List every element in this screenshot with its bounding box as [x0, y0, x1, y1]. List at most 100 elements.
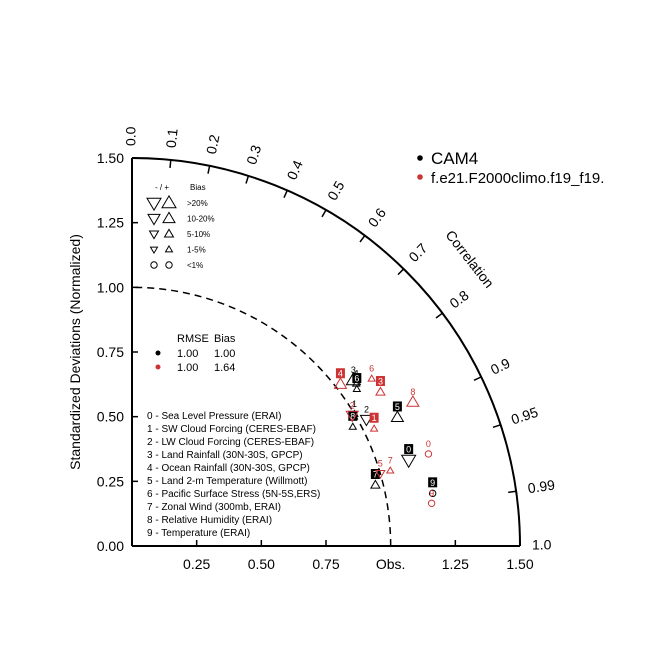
x-tick-label: 0.25	[183, 556, 210, 572]
bias-legend-marker-plus	[162, 211, 176, 224]
summary-row-bias: 1.00	[214, 348, 235, 360]
data-point-label: 8	[410, 387, 415, 397]
data-point-label: 0	[406, 445, 411, 455]
data-point: 8	[348, 410, 358, 430]
correlation-tick-label: 0.1	[163, 127, 181, 148]
data-point: 0	[424, 439, 433, 458]
data-point-label: 3	[351, 365, 356, 375]
data-point-marker	[400, 454, 417, 469]
bias-legend-marker-minus	[150, 261, 158, 269]
summary-header-rmse: RMSE	[177, 333, 209, 345]
data-point-marker	[428, 489, 437, 498]
x-tick-label: 1.50	[506, 556, 533, 572]
bias-legend-label: 10-20%	[187, 215, 215, 224]
data-point-label: 6	[369, 364, 374, 374]
bias-legend-marker-plus	[165, 261, 173, 269]
correlation-tick-label: 0.95	[509, 404, 540, 428]
data-point-marker	[367, 374, 377, 382]
bias-legend-sign-header: - / +	[155, 183, 169, 192]
correlation-tick-label: 0.6	[365, 205, 390, 230]
case-list-item: 6 - Pacific Surface Stress (5N-5S,ERS)	[147, 489, 320, 500]
data-point-marker	[374, 470, 386, 480]
data-point-label: 5	[395, 402, 400, 412]
data-point-label-box	[404, 444, 414, 455]
data-point-label: 1	[352, 399, 357, 409]
summary-row-dot	[155, 364, 161, 370]
case-list-item: 4 - Ocean Rainfall (30N-30S, GPCP)	[147, 463, 310, 474]
correlation-tick-label: 0.2	[203, 133, 223, 155]
correlation-tick-mark	[508, 490, 517, 494]
summary-header-bias: Bias	[214, 333, 236, 345]
summary-row-rmse: 1.00	[177, 362, 198, 374]
tick-labels-group: 0.000.250.500.751.001.251.500.25 0.50 0.75…	[97, 126, 556, 572]
data-point-marker	[359, 414, 374, 427]
model-legend-dot	[417, 174, 423, 180]
data-point-label-box	[335, 368, 345, 379]
data-point-marker	[348, 422, 358, 430]
y-tick-label: 1.00	[97, 279, 124, 295]
case-list-item: 1 - SW Cloud Forcing (CERES-EBAF)	[147, 424, 316, 435]
data-point-label: 6	[354, 374, 359, 384]
data-point-marker	[424, 450, 433, 458]
y-tick-label: 0.50	[97, 409, 124, 425]
model-legend-label: CAM4	[431, 149, 478, 168]
correlation-tick-label: 0.5	[324, 178, 348, 203]
data-point-marker	[390, 410, 405, 423]
y-tick-label: 1.50	[97, 150, 124, 166]
correlation-tick-mark	[492, 424, 501, 429]
correlation-tick-mark	[207, 165, 211, 174]
data-point: 9	[427, 488, 436, 508]
data-points-group: 01234567890123456789	[333, 364, 438, 508]
data-point: 3	[375, 376, 386, 396]
case-list-item: 7 - Zonal Wind (300mb, ERAI)	[147, 502, 281, 513]
data-point-marker	[345, 410, 360, 423]
correlation-tick-label: 0.3	[243, 143, 264, 167]
data-point-marker	[427, 499, 436, 508]
data-point-marker	[375, 386, 386, 396]
data-point-marker	[385, 466, 395, 474]
correlation-tick-mark	[473, 376, 482, 382]
model-legend: CAM4 f.e21.F2000climo.f19_f19.	[417, 149, 604, 187]
data-point: 5	[374, 459, 386, 480]
data-point-label: 7	[388, 456, 393, 466]
data-point-label: 2	[364, 404, 369, 414]
data-point-label-box	[348, 410, 358, 421]
case-list-item: 8 - Relative Humidity (ERAI)	[147, 515, 272, 526]
data-point: 7	[370, 469, 381, 489]
data-point-label: 8	[350, 411, 355, 421]
correlation-tick-mark	[321, 209, 327, 218]
correlation-tick-mark	[283, 190, 288, 199]
data-point-marker	[352, 384, 362, 392]
data-point-marker	[370, 479, 381, 489]
case-list-item: 5 - Land 2-m Temperature (Willmott)	[147, 476, 307, 487]
case-list-item: 3 - Land Rainfall (30N-30S, GPCP)	[147, 450, 303, 461]
x-tick-label: 0.75	[312, 556, 339, 572]
data-point: 8	[405, 387, 420, 407]
data-point: 0	[400, 444, 417, 469]
correlation-tick-label: 0.9	[488, 355, 513, 378]
data-point-label: 9	[429, 488, 434, 498]
correlation-tick-label: 1.0	[532, 537, 552, 553]
case-list-item: 0 - Sea Level Pressure (ERAI)	[147, 411, 282, 422]
case-list-item: 2 - LW Cloud Forcing (CERES-EBAF)	[147, 437, 314, 448]
bias-legend-label: 1-5%	[187, 246, 206, 255]
correlation-arc	[131, 157, 521, 547]
data-point-label-box	[392, 401, 402, 412]
data-point: 2	[345, 400, 360, 423]
bias-legend-marker-minus	[149, 246, 159, 255]
data-point-label: 7	[373, 470, 378, 480]
data-point: 6	[367, 364, 377, 382]
y-tick-label: 0.25	[97, 473, 124, 489]
case-list-legend: 0 - Sea Level Pressure (ERAI) 1 - SW Clou…	[147, 411, 320, 539]
y-tick-label: 0.75	[97, 344, 124, 360]
model-legend-dot	[417, 155, 423, 161]
correlation-tick-label: 0.99	[527, 476, 556, 496]
correlation-tick-label: 0.4	[283, 158, 306, 182]
bias-legend-marker-plus	[164, 244, 174, 253]
data-point-marker	[369, 424, 379, 432]
obs-label: Obs.	[376, 556, 406, 572]
bias-legend-marker-plus	[163, 228, 175, 238]
bias-legend-label: 5-10%	[187, 230, 210, 239]
